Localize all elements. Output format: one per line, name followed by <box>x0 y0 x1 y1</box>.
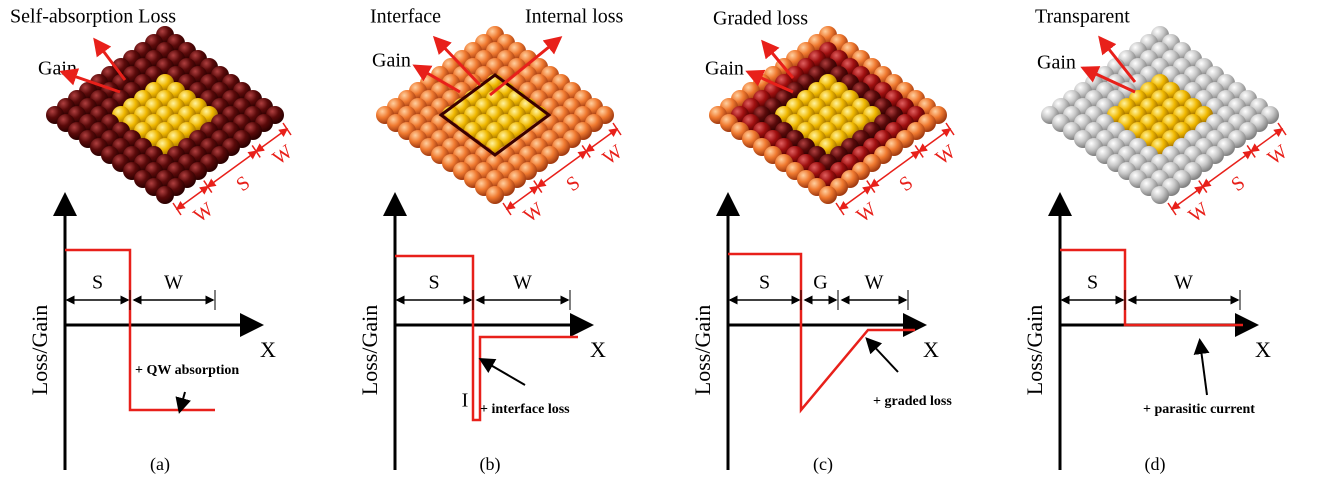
dim-label: W <box>189 198 217 227</box>
segment-label: S <box>428 272 439 294</box>
segment-label: W <box>513 272 532 294</box>
x-axis-label: X <box>923 337 939 362</box>
sphere <box>156 186 174 204</box>
callout: Graded loss <box>713 8 808 30</box>
callout: Gain <box>1037 52 1076 74</box>
dim-label: W <box>1184 198 1212 227</box>
y-axis-label: Loss/Gain <box>1022 305 1047 395</box>
dim-label: W <box>599 141 627 170</box>
segment-label: G <box>813 272 827 294</box>
dim-label: S <box>232 172 254 196</box>
panel-label: (b) <box>480 454 501 475</box>
note: + graded loss <box>873 394 952 409</box>
sphere <box>486 186 504 204</box>
dim-label: W <box>519 198 547 227</box>
x-axis-label: X <box>590 337 606 362</box>
profile <box>395 256 578 420</box>
dim-label: S <box>1227 172 1249 196</box>
callout: Gain <box>705 58 744 80</box>
panel-label: (c) <box>813 454 833 475</box>
note-arrow <box>482 360 525 385</box>
callout: Self-absorption Loss <box>10 6 176 28</box>
dim-label: S <box>895 172 917 196</box>
dim-label: W <box>932 141 960 170</box>
note-arrow <box>868 340 898 372</box>
profile <box>65 250 215 410</box>
panel-label: (a) <box>150 454 170 475</box>
segment-label: W <box>164 272 183 294</box>
note-arrow <box>180 392 185 410</box>
segment-label: S <box>92 272 103 294</box>
x-axis-label: X <box>1255 337 1271 362</box>
dim-label: W <box>269 141 297 170</box>
segment-label: W <box>1174 272 1193 294</box>
segment-label: S <box>1087 272 1098 294</box>
note-arrow <box>1200 342 1207 395</box>
y-axis-label: Loss/Gain <box>690 305 715 395</box>
sphere <box>819 186 837 204</box>
y-axis-label: Loss/Gain <box>357 305 382 395</box>
callout: Transparent <box>1035 6 1130 28</box>
interface-marker: I <box>462 390 469 412</box>
segment-label: W <box>865 272 884 294</box>
figure: WSWSelf-absorption LossGainLoss/GainXSW+… <box>0 0 1335 483</box>
sphere <box>1151 186 1169 204</box>
x-axis-label: X <box>260 337 276 362</box>
callout: Gain <box>372 50 411 72</box>
panel-label: (d) <box>1145 454 1166 475</box>
dim-label: W <box>852 198 880 227</box>
y-axis-label: Loss/Gain <box>27 305 52 395</box>
dim-label: S <box>562 172 584 196</box>
note: + QW absorption <box>135 363 239 378</box>
callout: Interface <box>370 6 441 28</box>
note: + interface loss <box>480 402 570 417</box>
segment-label: S <box>759 272 770 294</box>
dim-label: W <box>1264 141 1292 170</box>
note: + parasitic current <box>1143 402 1255 417</box>
callout: Internal loss <box>525 6 624 28</box>
